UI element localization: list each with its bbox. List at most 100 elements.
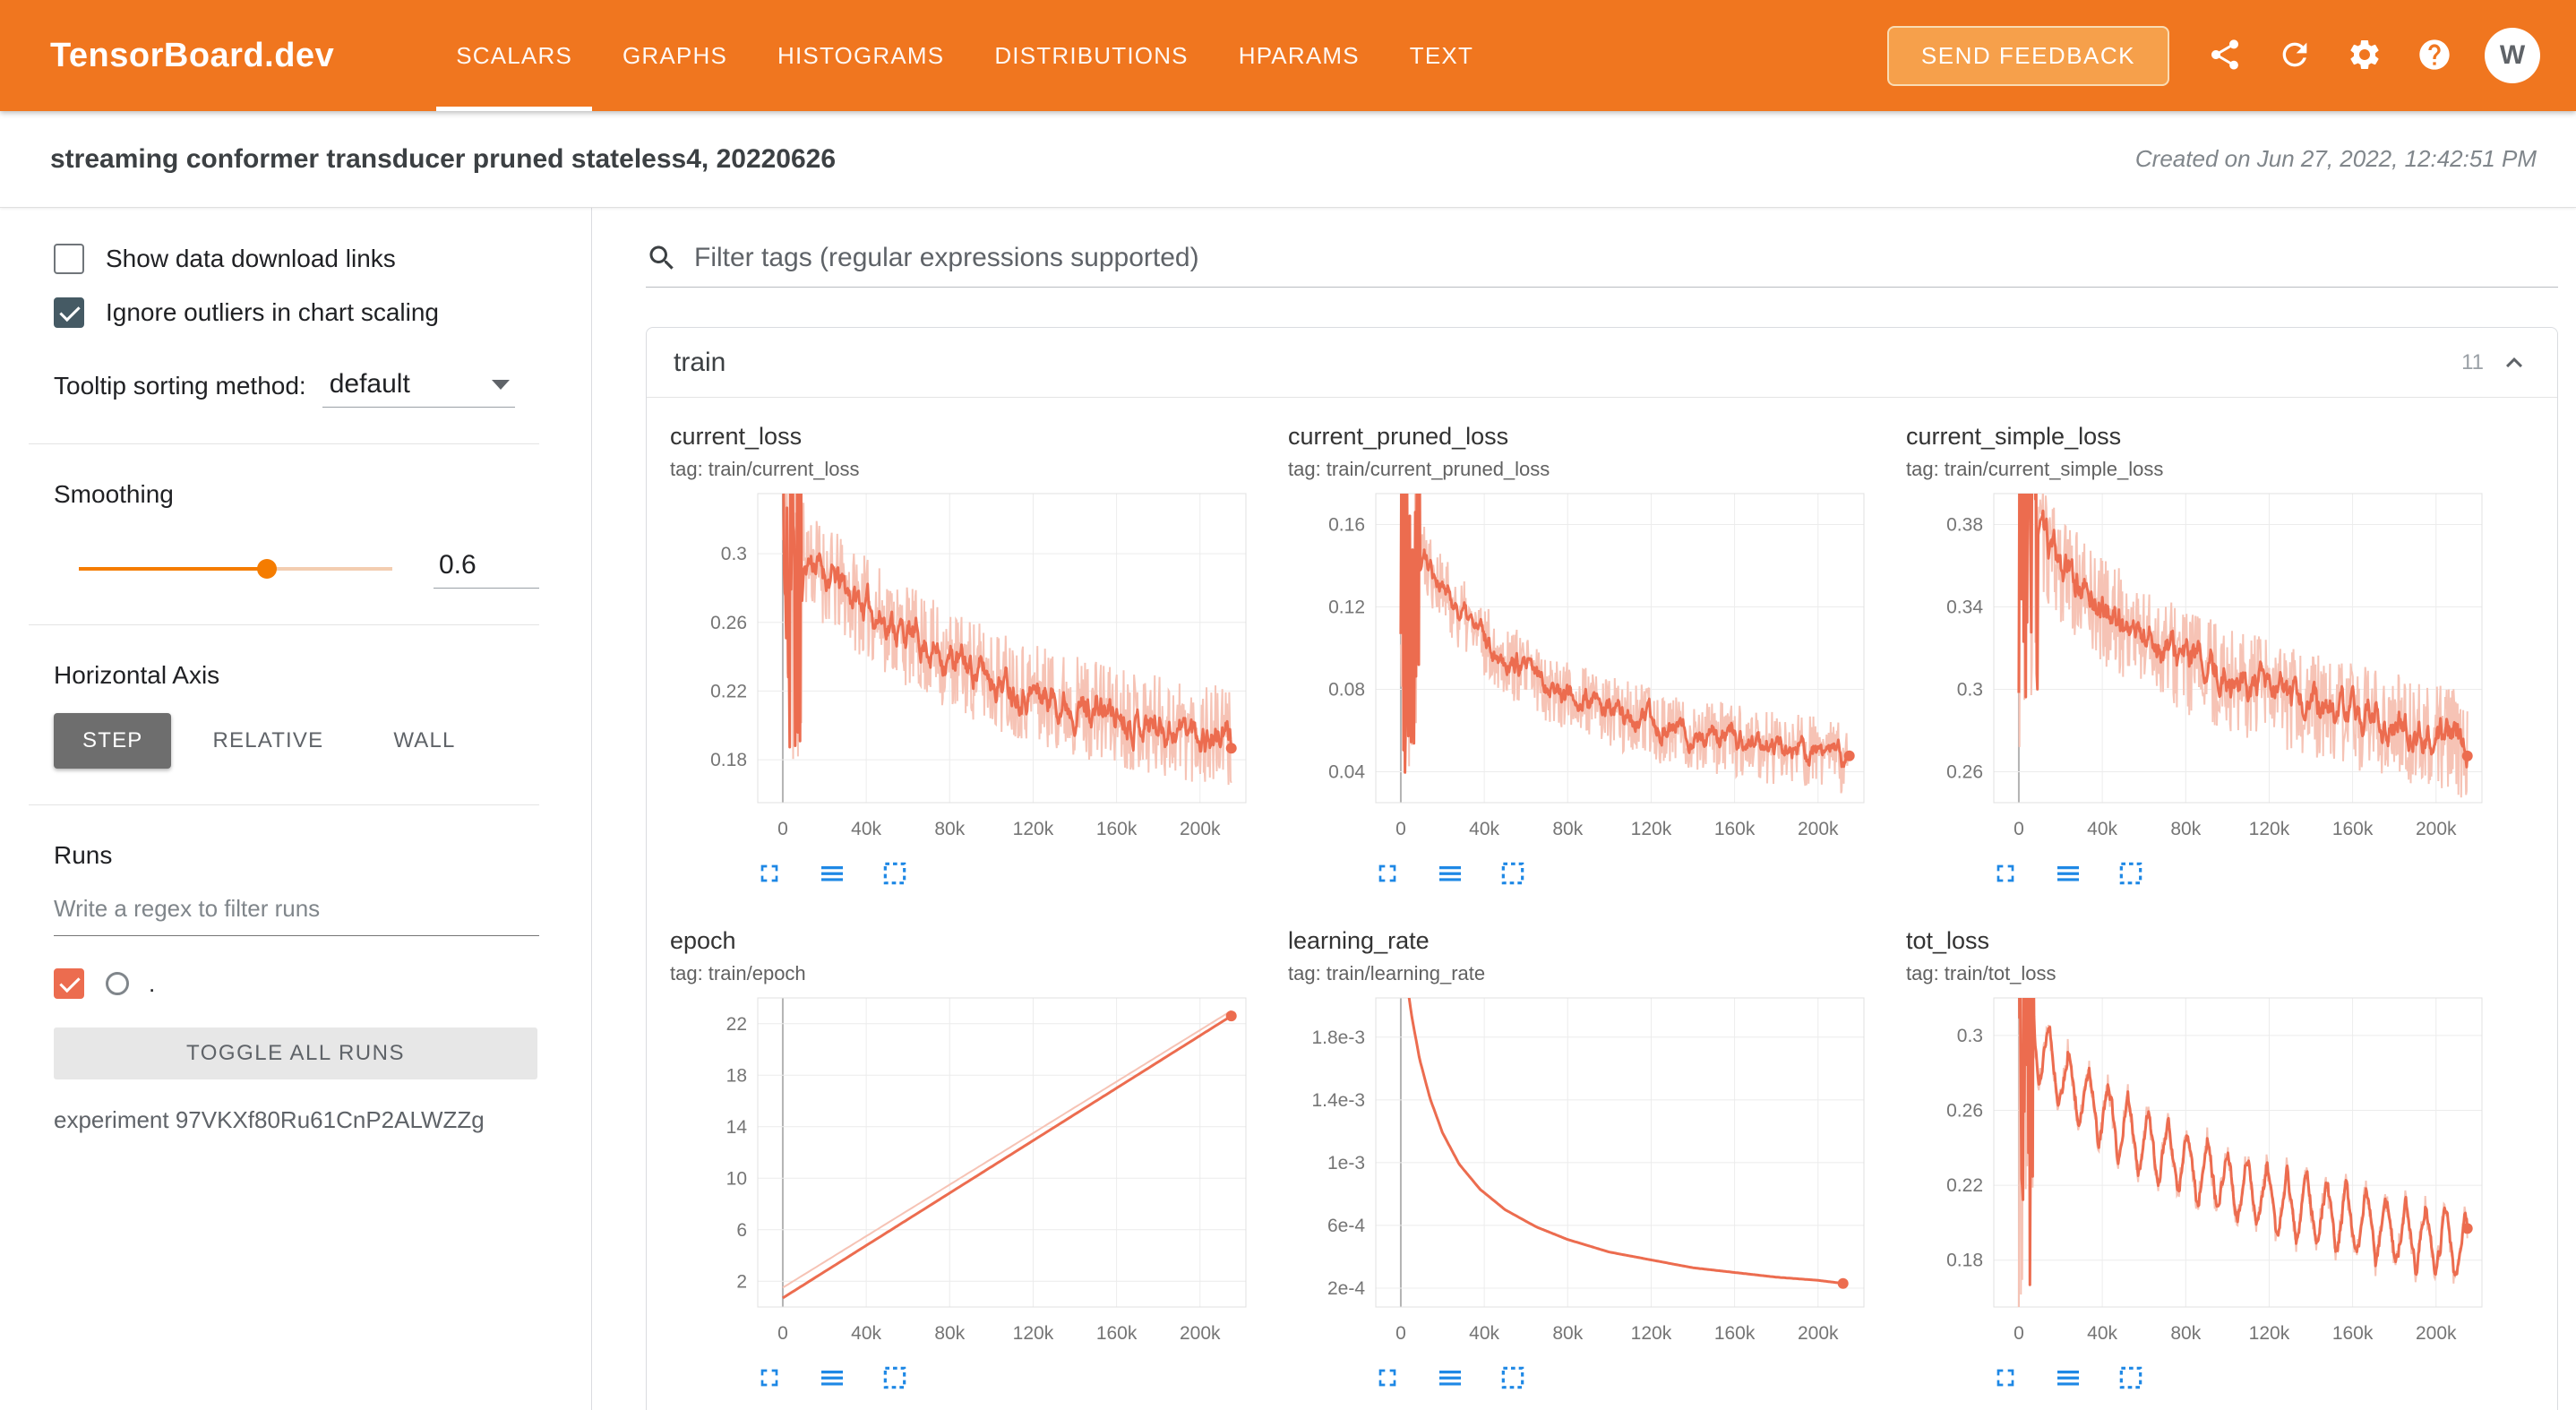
horizontal-axis-buttons: STEP RELATIVE WALL: [54, 713, 539, 769]
series-list-icon[interactable]: [2053, 1363, 2083, 1394]
tab-distributions[interactable]: DISTRIBUTIONS: [994, 41, 1189, 69]
chart-plot-learning_rate[interactable]: 0 40k 80k 120k 160k 200k 2e-4 6e-4 1e-3 1.4e-3 1.8…: [1286, 989, 1877, 1358]
svg-text:6: 6: [736, 1220, 747, 1241]
smoothing-row: [54, 548, 539, 589]
tag-filter-input[interactable]: [692, 242, 2558, 274]
fullscreen-icon[interactable]: [1372, 859, 1403, 890]
svg-text:40k: 40k: [851, 1323, 881, 1344]
chart-plot-tot_loss[interactable]: 0 40k 80k 120k 160k 200k 0.18 0.22 0.26 0.3: [1904, 989, 2495, 1358]
svg-text:120k: 120k: [1013, 1323, 1054, 1344]
toggle-all-runs-button[interactable]: TOGGLE ALL RUNS: [54, 1027, 537, 1079]
svg-text:0.34: 0.34: [1946, 598, 1983, 618]
svg-text:1e-3: 1e-3: [1327, 1153, 1365, 1174]
svg-text:0.18: 0.18: [1946, 1251, 1983, 1271]
chart-actions: [1990, 1363, 2495, 1394]
fullscreen-icon[interactable]: [1990, 859, 2021, 890]
svg-text:160k: 160k: [1096, 819, 1138, 839]
axis-button-step[interactable]: STEP: [54, 713, 172, 769]
refresh-icon[interactable]: [2275, 36, 2314, 75]
svg-text:0: 0: [2014, 819, 2024, 839]
tab-scalars[interactable]: SCALARS: [431, 0, 597, 111]
chevron-down-icon: [491, 379, 510, 390]
slider-thumb[interactable]: [257, 558, 277, 579]
tooltip-sort-select[interactable]: default: [322, 367, 515, 408]
fit-domain-icon[interactable]: [880, 859, 910, 890]
svg-text:18: 18: [726, 1065, 747, 1086]
ignore-outliers-row[interactable]: Ignore outliers in chart scaling: [54, 297, 539, 328]
tab-graphs[interactable]: GRAPHS: [622, 41, 727, 69]
series-list-icon[interactable]: [1435, 859, 1465, 890]
svg-text:200k: 200k: [1798, 819, 1839, 839]
smoothing-value-input[interactable]: [434, 548, 539, 589]
svg-text:0.08: 0.08: [1328, 680, 1365, 701]
chart-title: current_loss: [670, 423, 803, 450]
tooltip-sort-row: Tooltip sorting method: default: [54, 367, 539, 408]
runs-filter-input[interactable]: [54, 886, 539, 936]
fullscreen-icon[interactable]: [754, 1363, 785, 1394]
svg-text:2: 2: [736, 1271, 747, 1292]
chart-plot-current_loss[interactable]: 0 40k 80k 120k 160k 200k 0.18 0.22 0.26 0.3: [668, 485, 1259, 854]
svg-text:160k: 160k: [1714, 819, 1756, 839]
chart-actions: [1372, 1363, 1877, 1394]
avatar-letter: W: [2499, 40, 2526, 70]
collapse-group-icon[interactable]: [2498, 347, 2530, 379]
svg-text:160k: 160k: [1714, 1323, 1756, 1344]
tab-hparams[interactable]: HPARAMS: [1238, 41, 1360, 69]
series-list-icon[interactable]: [2053, 859, 2083, 890]
fullscreen-icon[interactable]: [1372, 1363, 1403, 1394]
ignore-outliers-checkbox[interactable]: [54, 297, 84, 328]
send-feedback-button[interactable]: SEND FEEDBACK: [1886, 25, 2169, 86]
fit-domain-icon[interactable]: [1498, 1363, 1528, 1394]
run-name: .: [149, 969, 156, 997]
run-color-circle[interactable]: [106, 972, 129, 995]
chart-plot-current_simple_loss[interactable]: 0 40k 80k 120k 160k 200k 0.26 0.3 0.34 0.38: [1904, 485, 2495, 854]
series-list-icon[interactable]: [817, 859, 847, 890]
fit-domain-icon[interactable]: [880, 1363, 910, 1394]
svg-text:1.8e-3: 1.8e-3: [1311, 1027, 1365, 1048]
fit-domain-icon[interactable]: [1498, 859, 1528, 890]
svg-text:200k: 200k: [2416, 1323, 2457, 1344]
divider: [29, 804, 539, 805]
chart-title: epoch: [670, 927, 736, 954]
svg-text:0.3: 0.3: [721, 544, 747, 564]
svg-text:40k: 40k: [2087, 1323, 2117, 1344]
app-title: TensorBoard.dev: [50, 36, 335, 74]
smoothing-slider[interactable]: [79, 556, 392, 581]
svg-text:0.26: 0.26: [710, 613, 747, 633]
axis-button-wall[interactable]: WALL: [365, 713, 484, 769]
show-download-links-checkbox[interactable]: [54, 244, 84, 274]
series-list-icon[interactable]: [817, 1363, 847, 1394]
run-checkbox[interactable]: [54, 968, 84, 999]
run-list-item[interactable]: .: [54, 968, 539, 999]
svg-text:80k: 80k: [934, 819, 965, 839]
app-header: TensorBoard.dev SCALARS GRAPHS HISTOGRAMS D…: [0, 0, 2576, 111]
ignore-outliers-label: Ignore outliers in chart scaling: [106, 298, 439, 326]
avatar[interactable]: W: [2485, 28, 2540, 83]
divider: [29, 624, 539, 625]
group-chart-count: 11: [2461, 349, 2484, 374]
share-icon[interactable]: [2205, 36, 2245, 75]
main-nav: SCALARS GRAPHS HISTOGRAMS DISTRIBUTIONS HPAR…: [431, 0, 1498, 111]
experiment-bar: streaming conformer transducer pruned st…: [0, 111, 2576, 208]
show-download-links-row[interactable]: Show data download links: [54, 244, 539, 274]
chart-plot-current_pruned_loss[interactable]: 0 40k 80k 120k 160k 200k 0.04 0.08 0.12 0.16: [1286, 485, 1877, 854]
chart-tag: tag: train/current_pruned_loss: [1288, 458, 1550, 480]
fullscreen-icon[interactable]: [1990, 1363, 2021, 1394]
svg-text:0: 0: [777, 1323, 788, 1344]
help-icon[interactable]: [2415, 36, 2454, 75]
fit-domain-icon[interactable]: [2116, 859, 2146, 890]
svg-text:10: 10: [726, 1168, 747, 1189]
series-list-icon[interactable]: [1435, 1363, 1465, 1394]
search-icon: [649, 245, 674, 270]
chart-plot-epoch[interactable]: 0 40k 80k 120k 160k 200k 2 6 10 14 18 22: [668, 989, 1259, 1358]
settings-icon[interactable]: [2345, 36, 2384, 75]
tab-histograms[interactable]: HISTOGRAMS: [777, 41, 945, 69]
fit-domain-icon[interactable]: [2116, 1363, 2146, 1394]
svg-text:0.22: 0.22: [1946, 1175, 1983, 1196]
train-group-header[interactable]: train 11: [647, 328, 2557, 398]
fullscreen-icon[interactable]: [754, 859, 785, 890]
axis-button-relative[interactable]: RELATIVE: [184, 713, 352, 769]
svg-text:40k: 40k: [1469, 819, 1499, 839]
tab-text[interactable]: TEXT: [1409, 41, 1474, 69]
svg-text:0.22: 0.22: [710, 681, 747, 701]
